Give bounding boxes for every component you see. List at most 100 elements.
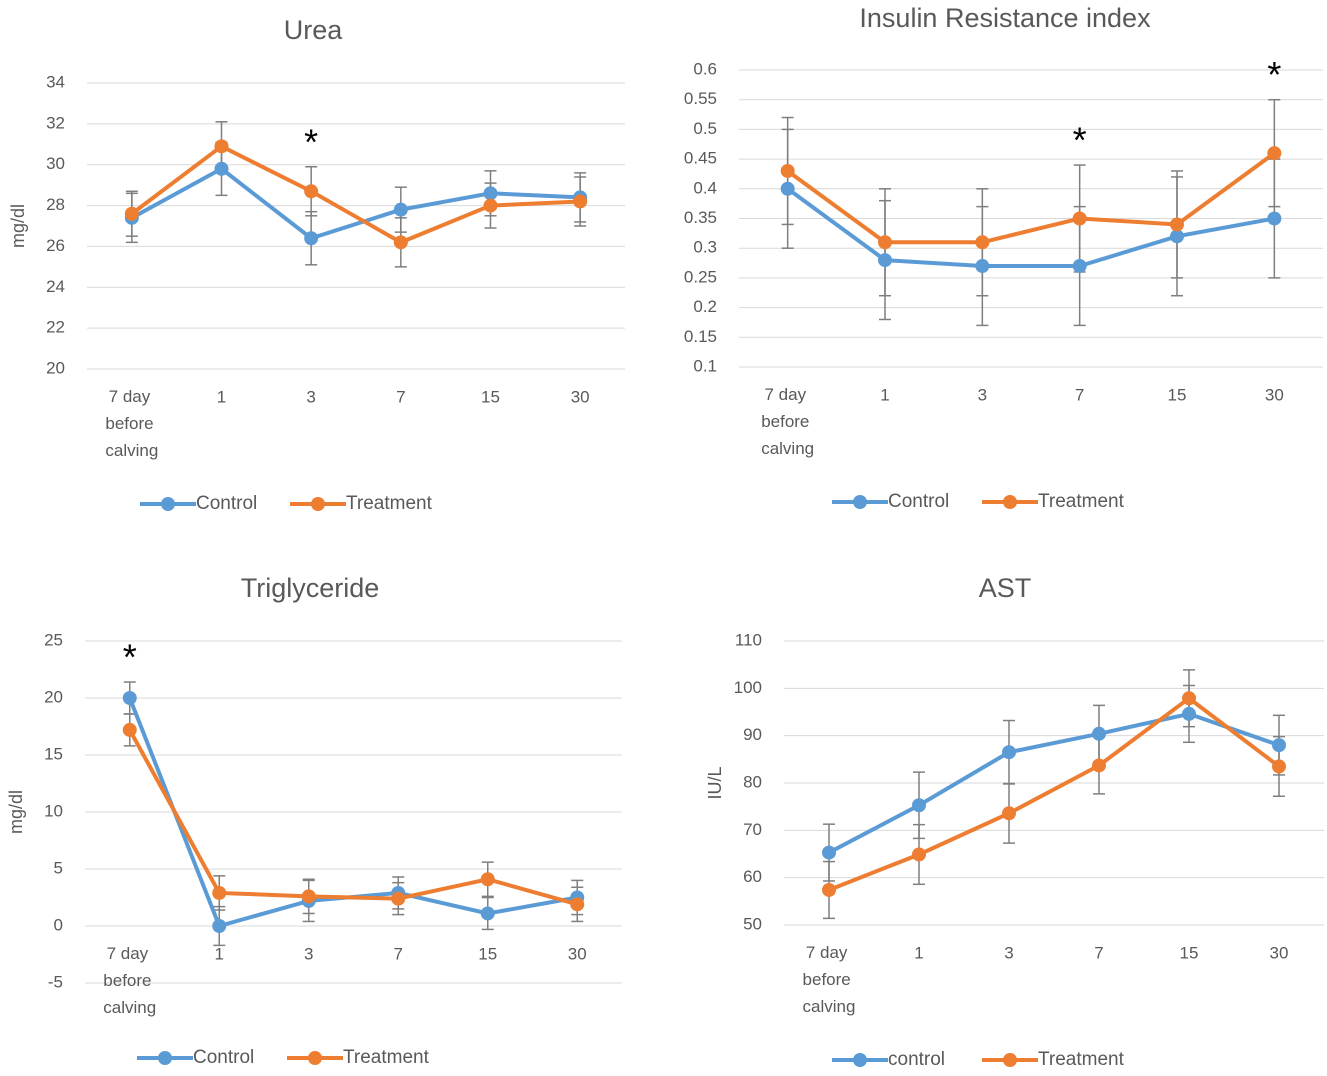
y-tick-label: 20 bbox=[46, 358, 65, 377]
series-line bbox=[786, 187, 1275, 269]
point bbox=[124, 206, 139, 221]
y-tick-label: 0.15 bbox=[684, 327, 717, 346]
y-tick-label: 110 bbox=[735, 630, 762, 649]
x-tick-label: 15 bbox=[481, 387, 500, 406]
point bbox=[483, 186, 498, 201]
point bbox=[1072, 211, 1087, 226]
y-tick-label: 5 bbox=[54, 858, 63, 877]
series-line bbox=[127, 728, 578, 907]
point bbox=[822, 845, 836, 860]
point bbox=[975, 259, 990, 274]
x-tick-label: 30 bbox=[571, 387, 590, 406]
y-tick-label: 0.45 bbox=[684, 149, 717, 168]
chart-panel: Triglyceride mg/dl -5 0 5 10 15 20 25 7 day befor… bbox=[6, 573, 622, 1068]
series-line bbox=[130, 143, 581, 245]
x-tick-label: 7 bbox=[396, 387, 405, 406]
y-tick-label: 0.3 bbox=[693, 238, 717, 257]
annotation: * bbox=[1073, 120, 1087, 161]
point bbox=[304, 231, 319, 246]
x-tick-label: 1 bbox=[217, 387, 226, 406]
legend-marker bbox=[308, 1051, 322, 1065]
legend-label: Treatment bbox=[346, 493, 433, 514]
y-tick-label: 70 bbox=[743, 820, 762, 839]
point bbox=[1072, 259, 1087, 274]
point bbox=[1267, 211, 1282, 226]
y-tick-label: 34 bbox=[46, 72, 65, 91]
y-tick-label: 22 bbox=[46, 318, 65, 337]
point bbox=[1182, 691, 1196, 706]
x-tick-label: 7 bbox=[1075, 385, 1084, 404]
x-tick-label: 1 bbox=[880, 385, 889, 404]
chart-title: Insulin Resistance index bbox=[859, 3, 1151, 33]
y-tick-label: 90 bbox=[743, 725, 762, 744]
legend-label: Control bbox=[888, 491, 949, 512]
point bbox=[573, 194, 588, 209]
annotation: * bbox=[304, 121, 318, 162]
point bbox=[483, 198, 498, 213]
x-tick-label: 7 day before calving bbox=[103, 944, 156, 1017]
chart-title: AST bbox=[979, 573, 1032, 603]
point bbox=[780, 181, 795, 196]
y-tick-label: 0.1 bbox=[693, 356, 717, 375]
x-tick-label: 3 bbox=[304, 944, 313, 963]
point bbox=[480, 906, 495, 921]
y-tick-label: 0.25 bbox=[684, 267, 717, 286]
point bbox=[878, 235, 892, 250]
point bbox=[122, 722, 137, 737]
series-line bbox=[130, 166, 581, 241]
x-tick-label: 3 bbox=[306, 387, 315, 406]
point bbox=[878, 253, 892, 268]
y-tick-label: 10 bbox=[44, 801, 63, 820]
x-tick-label: 7 bbox=[1094, 943, 1103, 962]
x-tick-label: 7 day before calving bbox=[105, 387, 158, 460]
point bbox=[975, 235, 990, 250]
chart-panel: Urea mg/dl 20 22 24 26 28 30 32 34 7 day before ca… bbox=[8, 15, 625, 514]
x-tick-label: 3 bbox=[1004, 943, 1013, 962]
y-tick-label: 28 bbox=[46, 195, 65, 214]
series-line bbox=[828, 711, 1280, 855]
legend-marker bbox=[853, 1053, 867, 1067]
point bbox=[391, 891, 406, 906]
point bbox=[393, 235, 408, 250]
y-tick-label: 24 bbox=[46, 277, 65, 296]
x-tick-label: 1 bbox=[914, 943, 923, 962]
point bbox=[1170, 217, 1184, 232]
y-tick-label: 25 bbox=[44, 630, 63, 649]
point bbox=[1182, 706, 1196, 721]
y-tick-label: 80 bbox=[743, 772, 762, 791]
point bbox=[912, 847, 926, 862]
point bbox=[570, 897, 585, 912]
x-tick-label: 7 day before calving bbox=[761, 385, 814, 458]
point bbox=[1002, 806, 1016, 821]
y-tick-label: 0.4 bbox=[693, 178, 717, 197]
y-tick-label: 0.5 bbox=[693, 119, 717, 138]
y-tick-label: 0.2 bbox=[693, 297, 717, 316]
chart-title: Triglyceride bbox=[241, 573, 380, 603]
point bbox=[212, 885, 227, 900]
y-tick-label: 26 bbox=[46, 236, 65, 255]
legend-label: control bbox=[888, 1049, 945, 1070]
y-tick-label: 30 bbox=[46, 154, 65, 173]
y-tick-label: 20 bbox=[44, 687, 63, 706]
legend-label: Treatment bbox=[1038, 1049, 1125, 1070]
point bbox=[214, 139, 229, 154]
x-tick-label: 15 bbox=[478, 944, 497, 963]
point bbox=[1272, 759, 1286, 774]
series-line bbox=[828, 695, 1281, 892]
x-tick-label: 7 bbox=[394, 944, 403, 963]
annotation: * bbox=[1267, 54, 1281, 95]
x-tick-label: 30 bbox=[1270, 943, 1289, 962]
x-tick-label: 3 bbox=[978, 385, 987, 404]
annotation: * bbox=[123, 637, 137, 678]
y-tick-label: 0.35 bbox=[684, 208, 717, 227]
point bbox=[912, 798, 926, 813]
legend-marker bbox=[1003, 1053, 1017, 1067]
y-axis-label: IU/L bbox=[705, 766, 725, 799]
point bbox=[1002, 745, 1016, 760]
legend-label: Control bbox=[196, 493, 257, 514]
point bbox=[393, 202, 408, 217]
point bbox=[304, 184, 319, 199]
x-tick-label: 15 bbox=[1180, 943, 1199, 962]
